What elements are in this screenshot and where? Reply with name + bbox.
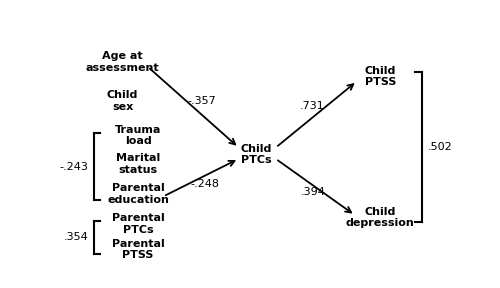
Text: Marital
status: Marital status (116, 154, 160, 175)
Text: Parental
PTCs: Parental PTCs (112, 213, 164, 235)
Text: Child
PTCs: Child PTCs (240, 143, 272, 165)
Text: Age at
assessment: Age at assessment (86, 52, 160, 73)
Text: -.248: -.248 (190, 179, 220, 189)
Text: Child
sex: Child sex (107, 90, 138, 112)
Text: .354: .354 (64, 232, 88, 242)
Text: .502: .502 (428, 142, 452, 152)
Text: -.243: -.243 (59, 162, 88, 172)
Text: Parental
education: Parental education (107, 183, 169, 205)
Text: Child
PTSS: Child PTSS (364, 66, 396, 88)
Text: Child
depression: Child depression (346, 207, 414, 228)
Text: .394: .394 (301, 187, 326, 197)
Text: Trauma
load: Trauma load (115, 125, 161, 146)
Text: Parental
PTSS: Parental PTSS (112, 239, 164, 260)
Text: -.357: -.357 (188, 96, 216, 106)
Text: .731: .731 (300, 101, 325, 111)
